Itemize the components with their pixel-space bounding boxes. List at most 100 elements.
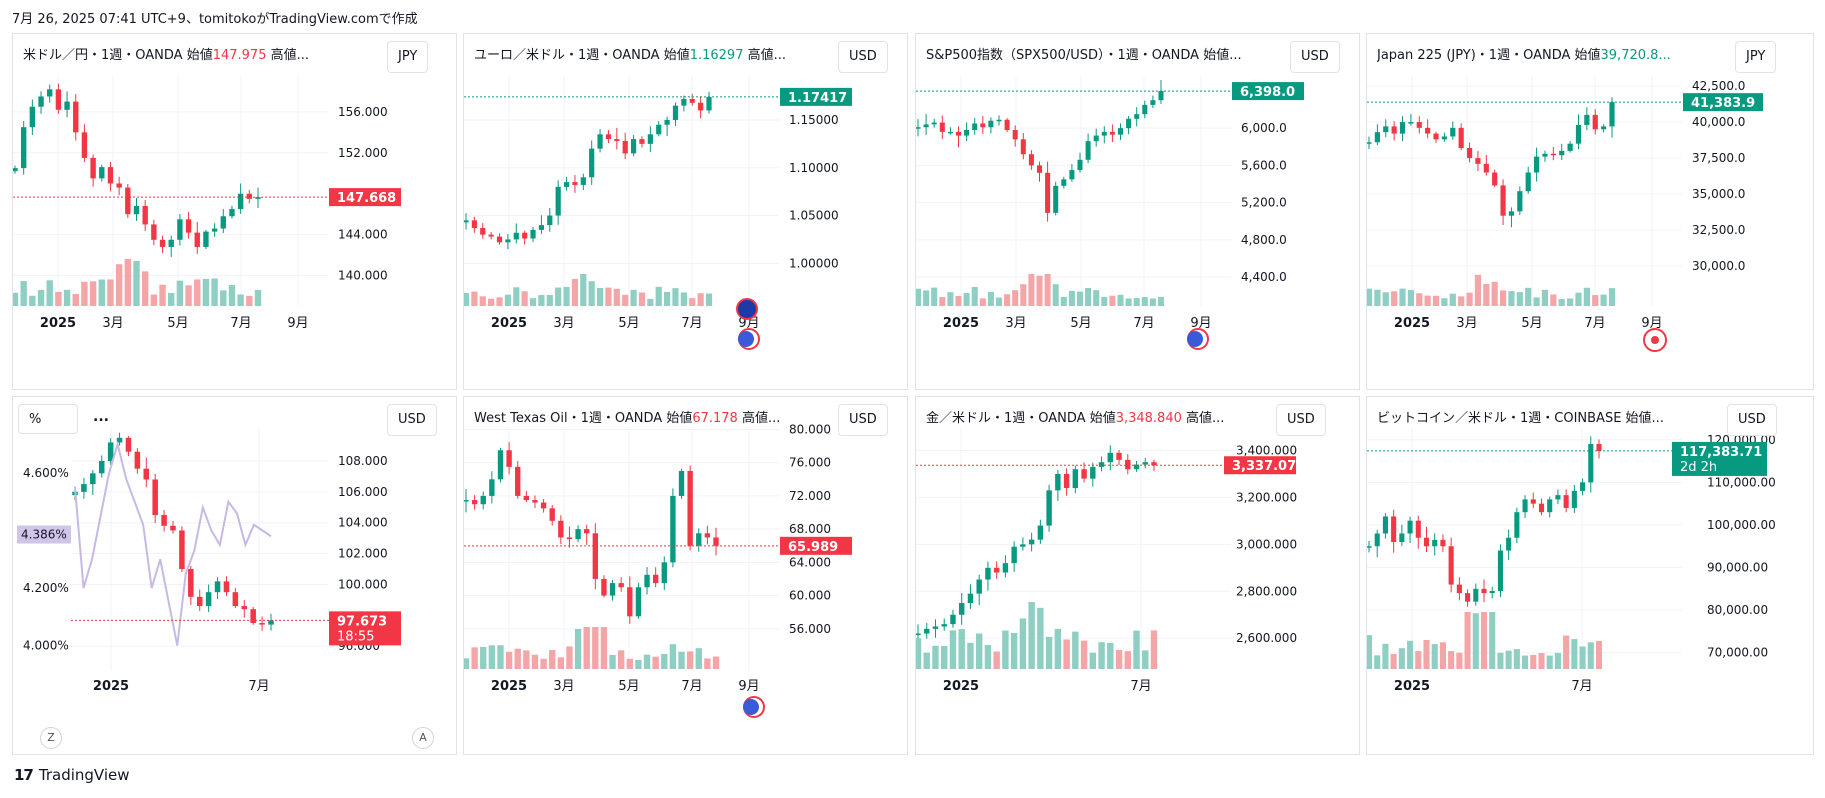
chart-panel-eurusd[interactable]: 1.15000 1.10000 1.05000 1.00000 1.17417 2025 3… (463, 33, 908, 390)
candle-body (1481, 588, 1487, 594)
candle-body (924, 628, 930, 634)
spx-currency-button[interactable]: USD (1290, 41, 1340, 73)
candle-body (1011, 546, 1017, 564)
bond-currency-button[interactable]: USD (387, 404, 437, 436)
chart-panel-btc[interactable]: 120,000.00 110,000.00 100,000.00 90,000.00 8… (1366, 396, 1814, 755)
nikkei-chart[interactable]: 42,500.0 40,000.0 37,500.0 35,000.0 32,500.0… (1367, 34, 1813, 389)
wti-currency-button[interactable]: USD (838, 404, 888, 436)
chart-panel-spx[interactable]: 6,000.0 5,600.0 5,200.0 4,800.0 4,400.0 6,398… (915, 33, 1360, 390)
auto-scale-button[interactable]: A (412, 727, 434, 749)
volume-bar (932, 645, 939, 669)
chart-panel-wti[interactable]: 80.000 76.000 72.000 68.000 64.000 60.000 56.0… (463, 396, 908, 755)
candle-body (1109, 131, 1115, 135)
candle-body (179, 530, 185, 570)
candle-body (152, 479, 158, 515)
volume-bar (574, 628, 582, 669)
chart-panel-nikkei[interactable]: 42,500.0 40,000.0 37,500.0 35,000.0 32,500.0… (1366, 33, 1814, 390)
zoom-reset-button[interactable]: Z (40, 727, 62, 749)
usdjpy-title-text: 米ドル／円・1週・OANDA 始値 (23, 48, 213, 63)
tradingview-logo[interactable]: 17 TradingView (14, 766, 130, 784)
last-price-badge (1672, 441, 1767, 476)
usdjpy-open-value: 147.975 (212, 48, 267, 63)
chart-panel-bond[interactable]: 108.000 106.000 104.000 102.000 100.000 96.00… (12, 396, 457, 755)
volume-bar (55, 291, 62, 306)
candle-body (1117, 128, 1124, 135)
volume-bar (1499, 290, 1507, 306)
volume-bar (505, 651, 513, 669)
volume-bar (1045, 636, 1053, 669)
y-tick-label: 35,000.0 (1692, 187, 1745, 201)
volume-bar (1142, 650, 1149, 669)
volume-bar (1036, 275, 1043, 306)
volume-bar (531, 654, 539, 669)
volume-bar (916, 288, 922, 306)
candle-body (1399, 122, 1406, 134)
chart-panel-gold[interactable]: 3,400.000 3,200.000 3,000.000 2,800.000 2,60… (915, 396, 1360, 755)
candle-body (1601, 126, 1607, 130)
eurusd-currency-button[interactable]: USD (838, 41, 888, 73)
candle-body (947, 131, 953, 134)
tradingview-logo-icon: 17 (14, 766, 34, 784)
percent-scale-button[interactable]: % (18, 404, 78, 434)
gold-chart[interactable]: 3,400.000 3,200.000 3,000.000 2,800.000 2,60… (916, 397, 1359, 754)
candle-body (99, 167, 105, 179)
btc-currency-button[interactable]: USD (1727, 404, 1777, 436)
volume-bar (1002, 630, 1009, 669)
candle-body (1458, 127, 1464, 148)
btc-chart[interactable]: 120,000.00110,000.00100,000.0090,000.008… (1367, 397, 1813, 754)
candle-body (1077, 159, 1083, 171)
last-price-label: 6,398.0 (1240, 85, 1295, 100)
volume-bar (941, 646, 948, 669)
candle-body (1508, 211, 1515, 216)
candle-body (1580, 482, 1586, 491)
y-tick-label: 60.000 (789, 589, 831, 603)
chart-panel-usdjpy[interactable]: 156.000 152.000 144.000 140.000 147.668 2025 3… (12, 33, 457, 390)
candle-body (563, 182, 570, 187)
candle-body (1072, 469, 1079, 489)
y-tick-label: 42,500.0 (1692, 79, 1745, 93)
wti-chart[interactable]: 80.000 76.000 72.000 68.000 64.000 60.000 56.0… (464, 397, 907, 754)
volume-bar (1558, 299, 1565, 306)
candle-body (232, 592, 239, 607)
volume-bar (1423, 640, 1430, 669)
volume-bar (521, 291, 528, 306)
eurusd-chart[interactable]: 1.15000 1.10000 1.05000 1.00000 1.17417 2025 3… (464, 34, 907, 389)
gold-title: 金／米ドル・1週・OANDA 始値3,348.840 高値... (926, 407, 1224, 426)
volume-bar (1416, 293, 1423, 306)
nikkei-currency-button[interactable]: JPY (1735, 41, 1777, 73)
bar-countdown-label: 18:55 (337, 629, 374, 644)
last-price-label: 65.989 (788, 540, 838, 555)
candle-body (205, 592, 212, 607)
candle-body (993, 567, 1000, 573)
candle-body (678, 471, 685, 496)
usdjpy-currency-button[interactable]: JPY (387, 41, 429, 73)
volume-bar (664, 291, 671, 306)
candle-body (1423, 537, 1430, 547)
wti-open-value: 67.178 (692, 411, 738, 426)
candle-body (250, 609, 256, 624)
volume-bar (571, 278, 579, 306)
spx-chart[interactable]: 6,000.0 5,600.0 5,200.0 4,800.0 4,400.0 6,398… (916, 34, 1359, 389)
volume-bar (605, 287, 612, 306)
volume-bar (1415, 651, 1422, 669)
candle-body (584, 529, 590, 534)
usdjpy-chart[interactable]: 156.000 152.000 144.000 140.000 147.668 2025 3… (13, 34, 456, 389)
candle-body (630, 139, 637, 154)
gold-currency-button[interactable]: USD (1276, 404, 1326, 436)
x-tick-label: 7月 (248, 679, 269, 694)
candle-body (972, 123, 978, 130)
y-tick-label: 1.05000 (789, 209, 839, 223)
y-tick-label: 32,500.0 (1692, 223, 1745, 237)
more-options-icon[interactable]: ... (93, 409, 109, 425)
btc-title-text: ビットコイン／米ドル・1週・COINBASE 始値... (1377, 411, 1664, 426)
candle-body (1020, 544, 1026, 547)
volume-bar (1508, 291, 1515, 306)
x-tick-label: 5月 (618, 316, 639, 331)
volume-bar (1489, 612, 1496, 669)
candle-body (220, 216, 226, 229)
bond-chart[interactable]: 108.000106.000104.000102.000100.00096.00… (13, 397, 456, 754)
volume-bar (89, 281, 97, 306)
candle-body (955, 131, 962, 136)
y-tick-label: 90,000.00 (1707, 561, 1768, 575)
candle-body (168, 239, 174, 247)
